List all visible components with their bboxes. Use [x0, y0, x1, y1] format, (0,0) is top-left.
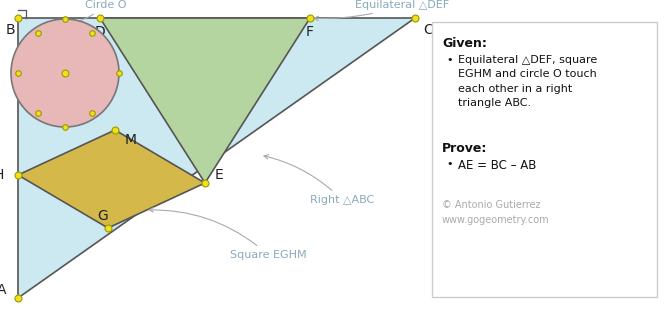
Text: Right △ABC: Right △ABC [264, 155, 374, 205]
Text: Prove:: Prove: [442, 142, 487, 155]
Text: H: H [0, 168, 4, 182]
Text: B: B [6, 23, 15, 37]
Text: Square EGHM: Square EGHM [149, 208, 307, 260]
Text: A: A [0, 283, 6, 297]
Text: AE = BC – AB: AE = BC – AB [458, 159, 537, 172]
Circle shape [11, 19, 119, 127]
Text: Cirde O: Cirde O [56, 0, 126, 27]
Text: D: D [94, 25, 105, 39]
Text: G: G [98, 209, 108, 223]
Text: O: O [40, 66, 51, 80]
Text: •: • [446, 159, 452, 169]
Text: E: E [215, 168, 223, 182]
Text: Equilateral △DEF, square
EGHM and circle O touch
each other in a right
triangle : Equilateral △DEF, square EGHM and circle… [458, 55, 597, 108]
Polygon shape [18, 18, 415, 298]
Text: M: M [125, 133, 137, 147]
Text: © Antonio Gutierrez: © Antonio Gutierrez [442, 200, 541, 210]
Polygon shape [18, 130, 205, 228]
Text: Equilateral △DEF: Equilateral △DEF [314, 0, 449, 20]
Text: F: F [306, 25, 314, 39]
Text: www.gogeometry.com: www.gogeometry.com [442, 215, 550, 225]
Polygon shape [100, 18, 310, 183]
FancyBboxPatch shape [432, 22, 657, 297]
Text: Given:: Given: [442, 37, 487, 50]
Text: C: C [423, 23, 433, 37]
Text: •: • [446, 55, 452, 65]
